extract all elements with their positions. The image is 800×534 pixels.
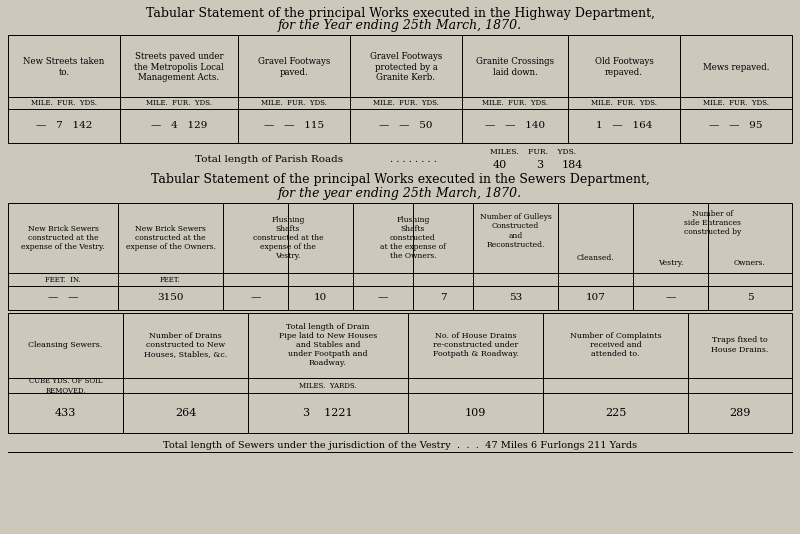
- Text: Total length of Sewers under the jurisdiction of the Vestry  .  .  .  47 Miles 6: Total length of Sewers under the jurisdi…: [163, 441, 637, 450]
- Text: Tabular Statement of the principal Works executed in the Sewers Department,: Tabular Statement of the principal Works…: [150, 174, 650, 186]
- Text: New Brick Sewers
constructed at the
expense of the Owners.: New Brick Sewers constructed at the expe…: [126, 225, 215, 251]
- Text: Mews repaved.: Mews repaved.: [702, 62, 770, 72]
- Text: . . . . . . . .: . . . . . . . .: [390, 155, 437, 164]
- Text: 225: 225: [605, 408, 626, 418]
- Text: —: —: [250, 294, 261, 302]
- Text: CUBE YDS. OF SOIL
REMOVED.: CUBE YDS. OF SOIL REMOVED.: [29, 378, 102, 395]
- Bar: [8, 35, 792, 143]
- Text: MILE.  FUR.  YDS.: MILE. FUR. YDS.: [482, 99, 548, 107]
- Text: Total length of Drain
Pipe laid to New Houses
and Stables and
under Footpath and: Total length of Drain Pipe laid to New H…: [279, 323, 377, 367]
- Text: for the Year ending 25th March, 1870.: for the Year ending 25th March, 1870.: [278, 20, 522, 33]
- Text: Flushing
Shafts
constructed at the
expense of the
Vestry.: Flushing Shafts constructed at the expen…: [253, 216, 323, 261]
- Text: 1   —   164: 1 — 164: [596, 122, 652, 130]
- Text: Traps fixed to
House Drains.: Traps fixed to House Drains.: [711, 336, 769, 354]
- Bar: [8, 203, 792, 310]
- Text: —   —   95: — — 95: [710, 122, 762, 130]
- Text: Old Footways
repaved.: Old Footways repaved.: [594, 57, 654, 77]
- Text: MILE.  FUR.  YDS.: MILE. FUR. YDS.: [591, 99, 657, 107]
- Text: —   —: — —: [48, 294, 78, 302]
- Text: Gravel Footways
paved.: Gravel Footways paved.: [258, 57, 330, 77]
- Text: 40: 40: [493, 160, 507, 170]
- Text: Owners.: Owners.: [734, 259, 766, 267]
- Text: Number of Gulleys
Constructed
and
Reconstructed.: Number of Gulleys Constructed and Recons…: [479, 213, 551, 249]
- Text: 107: 107: [586, 294, 606, 302]
- Text: 53: 53: [509, 294, 522, 302]
- Text: 109: 109: [465, 408, 486, 418]
- Text: —   —   140: — — 140: [485, 122, 545, 130]
- Text: FEET.  IN.: FEET. IN.: [45, 276, 81, 284]
- Text: for the year ending 25th March, 1870.: for the year ending 25th March, 1870.: [278, 186, 522, 200]
- Text: Gravel Footways
protected by a
Granite Kerb.: Gravel Footways protected by a Granite K…: [370, 52, 442, 82]
- Text: 264: 264: [175, 408, 196, 418]
- Text: Vestry.: Vestry.: [658, 259, 683, 267]
- Text: —   4   129: — 4 129: [151, 122, 207, 130]
- Text: 7: 7: [440, 294, 446, 302]
- Text: Streets paved under
the Metropolis Local
Management Acts.: Streets paved under the Metropolis Local…: [134, 52, 224, 82]
- Text: 3150: 3150: [158, 294, 184, 302]
- Text: 3: 3: [536, 160, 543, 170]
- Text: 184: 184: [562, 160, 583, 170]
- Text: FEET.: FEET.: [160, 276, 181, 284]
- Text: Flushing
Shafts
constructed
at the expense of
the Owners.: Flushing Shafts constructed at the expen…: [380, 216, 446, 261]
- Text: Cleansed.: Cleansed.: [577, 254, 614, 262]
- Text: MILE.  FUR.  YDS.: MILE. FUR. YDS.: [261, 99, 327, 107]
- Text: New Streets taken
to.: New Streets taken to.: [23, 57, 105, 77]
- Text: 3    1221: 3 1221: [303, 408, 353, 418]
- Text: MILES.    FUR.    YDS.: MILES. FUR. YDS.: [490, 148, 576, 156]
- Text: Cleansing Sewers.: Cleansing Sewers.: [28, 341, 102, 349]
- Text: 289: 289: [730, 408, 750, 418]
- Text: MILE.  FUR.  YDS.: MILE. FUR. YDS.: [373, 99, 439, 107]
- Text: No. of House Drains
re-constructed under
Footpath & Roadway.: No. of House Drains re-constructed under…: [433, 332, 518, 358]
- Text: New Brick Sewers
constructed at the
expense of the Vestry.: New Brick Sewers constructed at the expe…: [21, 225, 105, 251]
- Text: Number of Complaints
received and
attended to.: Number of Complaints received and attend…: [570, 332, 662, 358]
- Text: Granite Crossings
laid down.: Granite Crossings laid down.: [476, 57, 554, 77]
- Text: —   7   142: — 7 142: [36, 122, 92, 130]
- Bar: [8, 313, 792, 433]
- Text: —   —   115: — — 115: [264, 122, 324, 130]
- Text: 10: 10: [314, 294, 327, 302]
- Text: Number of
side Entrances
constructed by: Number of side Entrances constructed by: [684, 210, 741, 236]
- Text: MILES.  YARDS.: MILES. YARDS.: [299, 382, 357, 390]
- Text: Tabular Statement of the principal Works executed in the Highway Department,: Tabular Statement of the principal Works…: [146, 6, 654, 20]
- Text: —   —   50: — — 50: [379, 122, 433, 130]
- Text: 433: 433: [55, 408, 76, 418]
- Text: MILE.  FUR.  YDS.: MILE. FUR. YDS.: [146, 99, 212, 107]
- Text: MILE.  FUR.  YDS.: MILE. FUR. YDS.: [703, 99, 769, 107]
- Text: 5: 5: [746, 294, 754, 302]
- Text: —: —: [666, 294, 676, 302]
- Text: MILE.  FUR.  YDS.: MILE. FUR. YDS.: [31, 99, 97, 107]
- Text: —: —: [378, 294, 388, 302]
- Text: Total length of Parish Roads: Total length of Parish Roads: [195, 155, 343, 164]
- Text: Number of Drains
constructed to New
Houses, Stables, &c.: Number of Drains constructed to New Hous…: [144, 332, 227, 358]
